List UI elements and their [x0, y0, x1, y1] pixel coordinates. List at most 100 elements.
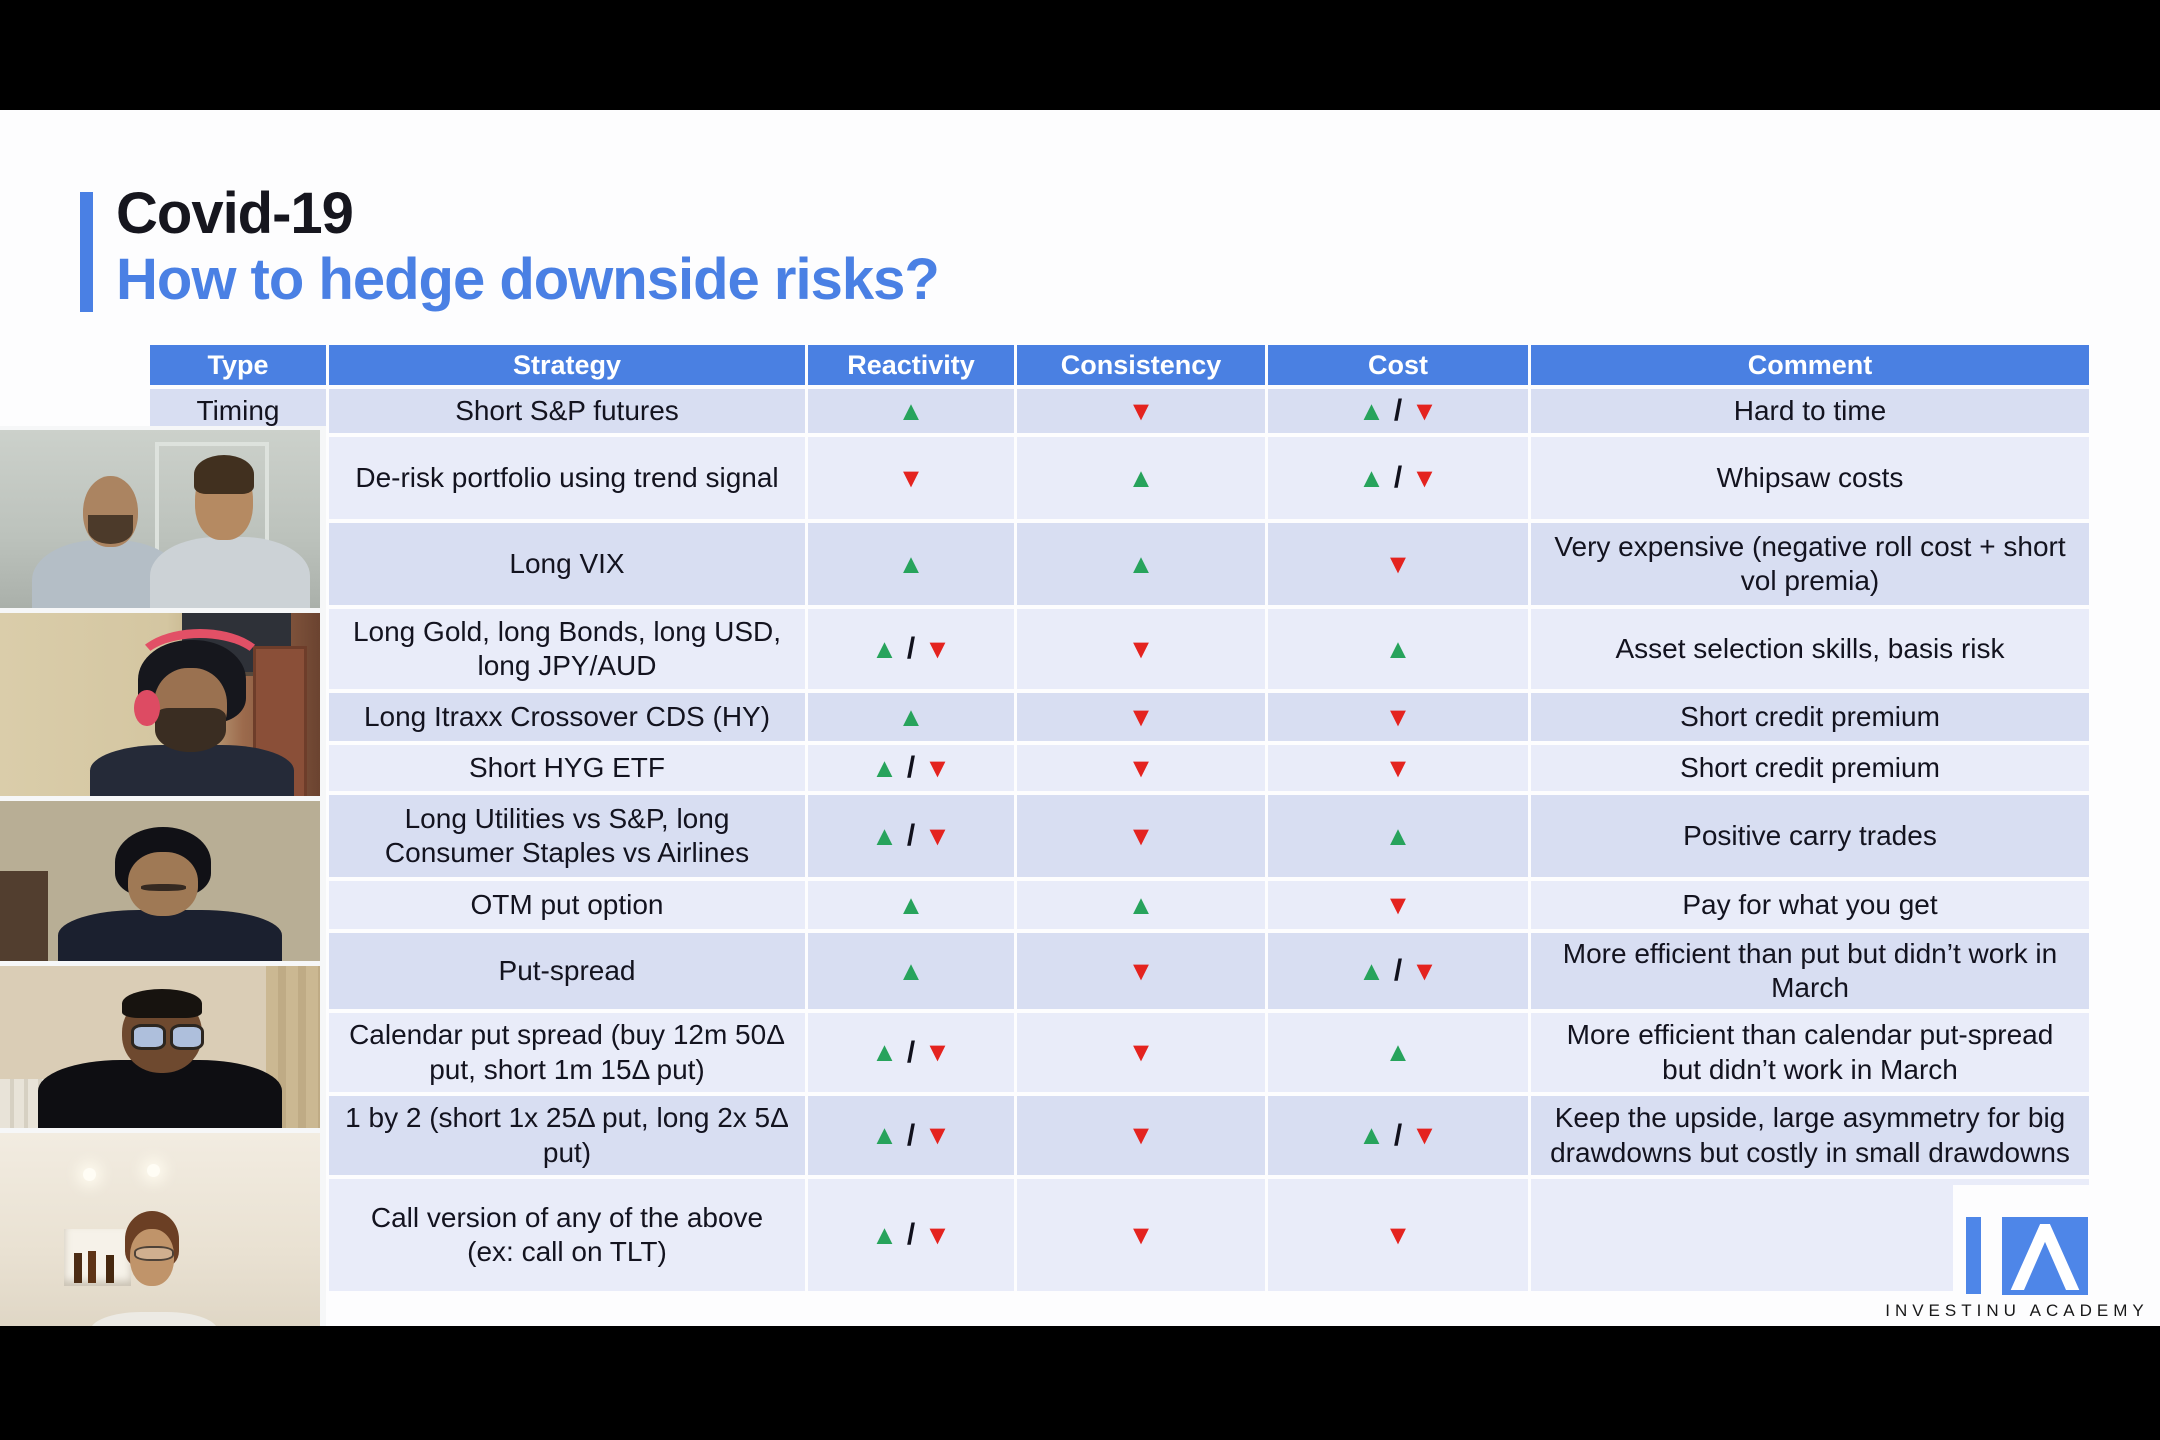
strategy-cell: Long Utilities vs S&P, long Consumer Sta… [329, 795, 805, 877]
down-arrow-icon: ▼ [924, 633, 951, 664]
webcam-sidebar [0, 426, 326, 1356]
reactivity-cell: ▲ / ▼ [808, 1096, 1014, 1175]
down-arrow-icon: ▼ [1384, 889, 1412, 920]
comment-cell: Very expensive (negative roll cost + sho… [1531, 523, 2089, 605]
slash-separator: / [906, 632, 916, 665]
up-arrow-icon: ▲ [1384, 820, 1412, 851]
participant-video-2[interactable] [0, 613, 320, 796]
person-b-hair [193, 454, 255, 495]
up-arrow-icon: ▲ [897, 889, 925, 920]
up-arrow-icon: ▲ [1127, 462, 1155, 493]
slash-separator: / [1393, 394, 1403, 427]
person-beard [155, 708, 226, 753]
up-arrow-icon: ▲ [871, 633, 898, 664]
strategy-cell: Short S&P futures [329, 389, 805, 433]
strategy-cell: De-risk portfolio using trend signal [329, 437, 805, 519]
strategy-cell: Put-spread [329, 933, 805, 1009]
up-arrow-icon: ▲ [871, 820, 898, 851]
column-header-consistency: Consistency [1017, 345, 1265, 385]
ceiling-light [147, 1163, 160, 1177]
cost-cell: ▲ / ▼ [1268, 1096, 1528, 1175]
person-glasses [134, 1246, 174, 1262]
title-accent-bar [80, 192, 93, 312]
glasses-left-lens [131, 1024, 166, 1050]
bottle [88, 1250, 97, 1284]
down-arrow-icon: ▼ [1127, 633, 1155, 664]
reactivity-cell: ▲ [808, 523, 1014, 605]
down-arrow-icon: ▼ [1411, 462, 1438, 493]
cost-cell: ▲ / ▼ [1268, 389, 1528, 433]
down-arrow-icon: ▼ [1127, 1120, 1155, 1150]
up-arrow-icon: ▲ [871, 752, 898, 783]
comment-cell: More efficient than put but didn’t work … [1531, 933, 2089, 1009]
cost-cell: ▼ [1268, 693, 1528, 741]
down-arrow-icon: ▼ [1384, 548, 1412, 579]
cost-cell: ▼ [1268, 1179, 1528, 1291]
type-cell: Timing [150, 389, 326, 433]
comment-cell: Pay for what you get [1531, 881, 2089, 929]
column-header-reactivity: Reactivity [808, 345, 1014, 385]
reactivity-cell: ▲ / ▼ [808, 1013, 1014, 1092]
person-hair [121, 988, 202, 1018]
cost-cell: ▲ [1268, 1013, 1528, 1092]
down-arrow-icon: ▼ [1127, 820, 1155, 851]
reactivity-cell: ▲ [808, 881, 1014, 929]
comment-cell: Asset selection skills, basis risk [1531, 609, 2089, 689]
consistency-cell: ▼ [1017, 1179, 1265, 1291]
slide-title: Covid-19 [116, 181, 354, 246]
slash-separator: / [906, 1218, 916, 1251]
down-arrow-icon: ▼ [1411, 1120, 1438, 1150]
participant-video-5[interactable] [0, 1133, 320, 1351]
cost-cell: ▼ [1268, 523, 1528, 605]
down-arrow-icon: ▼ [1384, 701, 1412, 732]
slash-separator: / [1393, 1118, 1403, 1152]
consistency-cell: ▲ [1017, 437, 1265, 519]
up-arrow-icon: ▲ [1358, 955, 1385, 986]
down-arrow-icon: ▼ [1127, 955, 1155, 986]
cost-cell: ▼ [1268, 881, 1528, 929]
person-a-beard [88, 515, 133, 544]
down-arrow-icon: ▼ [1411, 955, 1438, 986]
strategy-cell: 1 by 2 (short 1x 25Δ put, long 2x 5Δ put… [329, 1096, 805, 1175]
down-arrow-icon: ▼ [1411, 395, 1438, 426]
down-arrow-icon: ▼ [897, 462, 925, 493]
consistency-cell: ▼ [1017, 1096, 1265, 1175]
down-arrow-icon: ▼ [924, 820, 951, 851]
hedging-strategies-table: Type Strategy Reactivity Consistency Cost Com… [150, 345, 2089, 1291]
consistency-cell: ▲ [1017, 523, 1265, 605]
slide-subtitle: How to hedge downside risks? [116, 247, 940, 312]
up-arrow-icon: ▲ [897, 395, 925, 426]
headphones-band [131, 629, 269, 708]
column-header-comment: Comment [1531, 345, 2089, 385]
consistency-cell: ▲ [1017, 881, 1265, 929]
down-arrow-icon: ▼ [1127, 1037, 1155, 1067]
participant-video-3[interactable] [0, 801, 320, 961]
strategy-cell: Call version of any of the above (ex: ca… [329, 1179, 805, 1291]
up-arrow-icon: ▲ [1127, 548, 1155, 579]
up-arrow-icon: ▲ [897, 548, 925, 579]
column-header-type: Type [150, 345, 326, 385]
bottle [105, 1255, 114, 1284]
reactivity-cell: ▲ / ▼ [808, 795, 1014, 877]
slash-separator: / [1393, 461, 1403, 494]
person-b-torso [150, 536, 311, 608]
participant-video-1[interactable] [0, 430, 320, 608]
column-header-strategy: Strategy [329, 345, 805, 385]
cost-cell: ▲ / ▼ [1268, 437, 1528, 519]
down-arrow-icon: ▼ [1127, 395, 1155, 426]
down-arrow-icon: ▼ [924, 1120, 951, 1150]
down-arrow-icon: ▼ [1127, 1219, 1155, 1250]
column-header-cost: Cost [1268, 345, 1528, 385]
strategy-cell: OTM put option [329, 881, 805, 929]
strategy-cell: Short HYG ETF [329, 745, 805, 791]
dim-overlay [0, 801, 320, 961]
reactivity-cell: ▲ [808, 933, 1014, 1009]
headphones-earcup [134, 689, 160, 727]
reactivity-cell: ▲ [808, 693, 1014, 741]
bottle [73, 1252, 82, 1284]
consistency-cell: ▼ [1017, 795, 1265, 877]
up-arrow-icon: ▲ [1358, 1120, 1385, 1150]
comment-cell: Keep the upside, large asymmetry for big… [1531, 1096, 2089, 1175]
participant-video-4[interactable] [0, 966, 320, 1128]
